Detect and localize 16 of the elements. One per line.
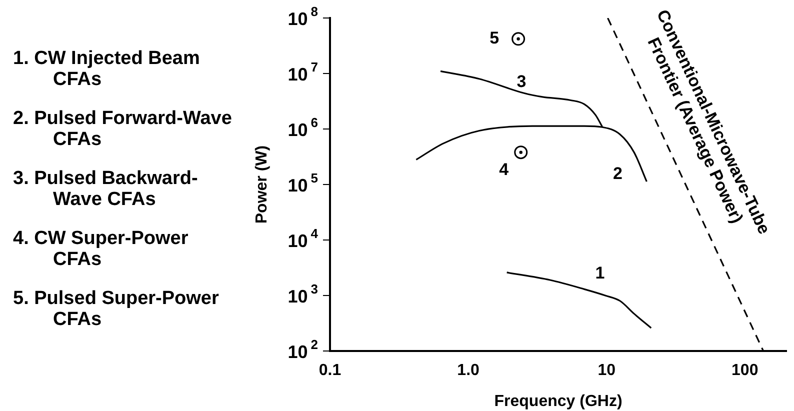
series-label: 1 (595, 263, 605, 282)
series-label: 2 (612, 164, 622, 184)
text: 2. Pulsed Forward-Wave CFAs (13, 108, 233, 150)
y-axis-title: Power (W) (253, 145, 270, 224)
text: 3. Pulsed Backward-Wave CFAs (13, 168, 199, 210)
x-axis-title: Frequency (GHz) (494, 392, 622, 410)
x-tick-label: 10 (598, 362, 616, 380)
x-tick-label: 100 (732, 362, 758, 380)
x-tick-label: 0.1 (318, 362, 342, 380)
text: 1. CW Injected Beam CFAs (13, 48, 201, 90)
series-label: 4 (499, 160, 510, 180)
series-label: 5 (490, 28, 500, 48)
series-label: 3 (516, 72, 526, 91)
x-tick-label: 1.0 (457, 362, 480, 380)
text: 4. CW Super-Power CFAs (13, 228, 190, 270)
text: 5. Pulsed Super-Power CFAs (13, 288, 220, 330)
